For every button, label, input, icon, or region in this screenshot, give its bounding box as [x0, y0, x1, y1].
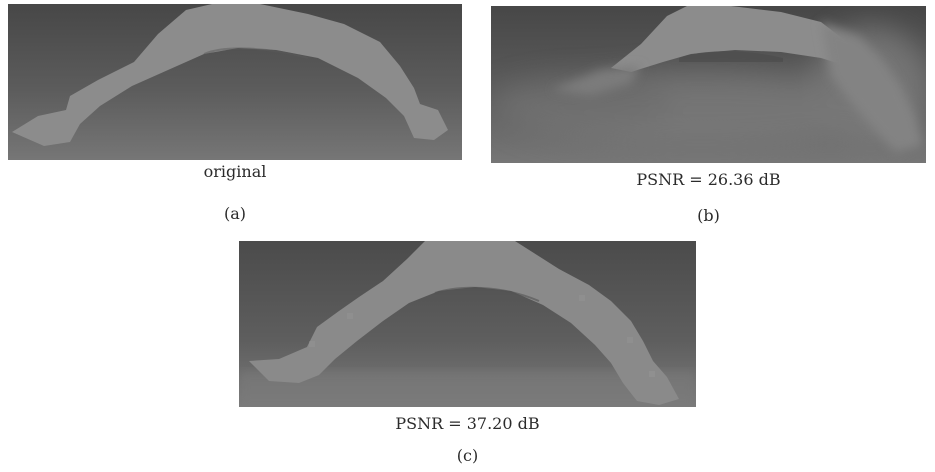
- label-b: (b): [697, 206, 720, 225]
- arch-shape: [12, 4, 448, 146]
- depth-map-original-image: [8, 4, 462, 160]
- depth-map-psnr-26-image: [491, 6, 926, 163]
- caption-a: original: [203, 162, 267, 181]
- label-c: (c): [456, 446, 479, 465]
- caption-c: PSNR = 37.20 dB: [395, 414, 540, 433]
- depth-map-psnr-37-image: [239, 241, 696, 407]
- caption-b: PSNR = 26.36 dB: [636, 170, 781, 189]
- figure-panel-c: [239, 241, 696, 407]
- label-a: (a): [223, 204, 247, 223]
- figure-panel-b: [491, 6, 926, 163]
- arch-shape: [249, 241, 679, 405]
- figure-panel-a: [8, 4, 462, 160]
- arch-shape: [611, 6, 863, 72]
